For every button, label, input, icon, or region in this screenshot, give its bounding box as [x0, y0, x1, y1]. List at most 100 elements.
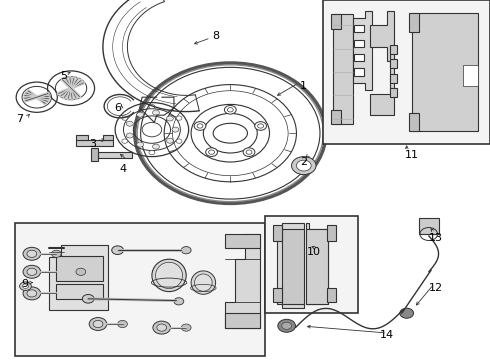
Text: 8: 8	[212, 31, 219, 41]
Circle shape	[243, 148, 255, 157]
Polygon shape	[390, 59, 397, 68]
Circle shape	[176, 116, 182, 120]
Polygon shape	[327, 225, 336, 241]
Polygon shape	[463, 65, 478, 86]
Polygon shape	[273, 225, 282, 241]
Polygon shape	[76, 135, 88, 140]
Bar	[354, 68, 364, 76]
Circle shape	[278, 319, 295, 332]
Text: 4: 4	[119, 164, 126, 174]
Bar	[354, 54, 364, 61]
Polygon shape	[76, 140, 113, 146]
Circle shape	[152, 144, 159, 149]
Polygon shape	[225, 234, 260, 248]
Bar	[56, 284, 103, 299]
Circle shape	[51, 250, 61, 257]
Circle shape	[157, 324, 167, 331]
Polygon shape	[390, 88, 397, 97]
Circle shape	[149, 150, 155, 155]
Polygon shape	[225, 313, 260, 328]
Circle shape	[137, 112, 144, 117]
Text: 9: 9	[21, 279, 28, 289]
Polygon shape	[331, 14, 341, 29]
Circle shape	[255, 122, 267, 130]
Text: 2: 2	[300, 157, 307, 167]
Bar	[306, 229, 328, 304]
Polygon shape	[333, 14, 353, 124]
Polygon shape	[49, 245, 108, 310]
Polygon shape	[91, 148, 98, 161]
Bar	[265, 216, 358, 313]
Circle shape	[400, 308, 414, 318]
Ellipse shape	[152, 259, 186, 292]
Circle shape	[292, 157, 316, 175]
Polygon shape	[103, 135, 113, 140]
Circle shape	[181, 247, 191, 254]
Circle shape	[176, 139, 182, 143]
Circle shape	[93, 320, 103, 328]
Circle shape	[23, 247, 41, 260]
Circle shape	[282, 322, 292, 329]
Circle shape	[172, 127, 179, 132]
Circle shape	[174, 298, 184, 305]
Text: 1: 1	[300, 81, 307, 91]
Circle shape	[89, 318, 107, 330]
Polygon shape	[327, 288, 336, 302]
Bar	[282, 229, 304, 304]
Circle shape	[23, 287, 41, 300]
Circle shape	[112, 246, 123, 255]
Polygon shape	[273, 288, 282, 302]
Polygon shape	[419, 218, 439, 234]
Ellipse shape	[156, 262, 182, 289]
Circle shape	[20, 282, 31, 291]
Circle shape	[122, 116, 128, 120]
Polygon shape	[370, 50, 394, 115]
Polygon shape	[412, 13, 478, 131]
Circle shape	[167, 138, 173, 143]
Text: 11: 11	[405, 150, 418, 160]
Circle shape	[27, 268, 37, 275]
Circle shape	[152, 110, 159, 115]
Ellipse shape	[195, 274, 212, 291]
Circle shape	[206, 148, 218, 157]
Text: 13: 13	[429, 233, 443, 243]
Circle shape	[122, 139, 128, 143]
Circle shape	[76, 268, 86, 275]
Polygon shape	[409, 13, 419, 32]
Circle shape	[224, 105, 236, 114]
Circle shape	[149, 104, 155, 109]
Circle shape	[167, 116, 173, 121]
Polygon shape	[409, 113, 419, 131]
Polygon shape	[390, 74, 397, 83]
Circle shape	[126, 133, 133, 138]
Circle shape	[27, 250, 37, 257]
Polygon shape	[353, 11, 372, 90]
Bar	[15, 223, 265, 356]
Circle shape	[118, 320, 127, 328]
Circle shape	[126, 121, 133, 126]
Text: 6: 6	[114, 103, 121, 113]
Circle shape	[23, 284, 28, 288]
Polygon shape	[277, 223, 304, 308]
Text: 7: 7	[16, 114, 23, 124]
Text: 5: 5	[60, 71, 67, 81]
Text: 12: 12	[429, 283, 443, 293]
Polygon shape	[98, 152, 132, 158]
Circle shape	[296, 160, 311, 171]
Bar	[56, 256, 103, 281]
Circle shape	[137, 142, 144, 147]
Polygon shape	[225, 234, 260, 328]
Circle shape	[153, 321, 171, 334]
Polygon shape	[331, 110, 341, 124]
Bar	[323, 0, 490, 144]
Polygon shape	[306, 223, 328, 304]
Circle shape	[194, 122, 206, 130]
Circle shape	[23, 265, 41, 278]
Bar	[354, 40, 364, 47]
Bar	[354, 25, 364, 32]
Circle shape	[181, 324, 191, 331]
Text: 3: 3	[90, 139, 97, 149]
Text: 10: 10	[307, 247, 320, 257]
Ellipse shape	[191, 271, 216, 294]
Circle shape	[82, 294, 94, 303]
